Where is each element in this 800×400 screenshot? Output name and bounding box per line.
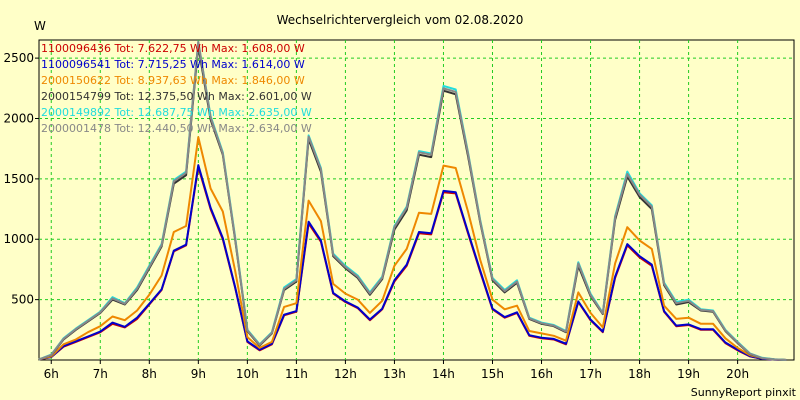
y-tick-label: 1500 — [3, 172, 34, 186]
x-tick-label: 16h — [530, 367, 553, 381]
legend-entry-2000001478: 2000001478 Tot: 12.440,50 Wh Max: 2.634,… — [41, 122, 312, 135]
y-tick-label: 500 — [11, 293, 34, 307]
legend: 1100096436 Tot: 7.622,75 Wh Max: 1.608,0… — [41, 42, 312, 135]
legend-entry-2000149892: 2000149892 Tot: 12.687,75 Wh Max: 2.635,… — [41, 106, 312, 119]
x-tick-label: 20h — [726, 367, 749, 381]
y-tick-label: 2500 — [3, 51, 34, 65]
legend-entry-1100096436: 1100096436 Tot: 7.622,75 Wh Max: 1.608,0… — [41, 42, 305, 55]
x-tick-label: 10h — [236, 367, 259, 381]
legend-entry-1100096541: 1100096541 Tot: 7.715,25 Wh Max: 1.614,0… — [41, 58, 305, 71]
chart-title: Wechselrichtervergleich vom 02.08.2020 — [277, 13, 524, 27]
x-tick-label: 9h — [191, 367, 206, 381]
axes: 500 1000 1500 2000 2500 6h 7h 8h 9h 10h 11h 12h 13h 1… — [3, 51, 749, 381]
series-line-2000001478 — [38, 40, 787, 361]
x-tick-label: 15h — [481, 367, 504, 381]
x-tick-label: 11h — [285, 367, 308, 381]
plot-area — [38, 39, 795, 361]
series-lines — [38, 40, 787, 361]
x-tick-label: 13h — [383, 367, 406, 381]
x-tick-label: 17h — [579, 367, 602, 381]
x-tick-label: 7h — [93, 367, 108, 381]
x-tick-label: 19h — [677, 367, 700, 381]
y-axis-label: W — [34, 19, 46, 33]
legend-entry-2000154799: 2000154799 Tot: 12.375,50 Wh Max: 2.601,… — [41, 90, 312, 103]
x-tick-label: 6h — [44, 367, 59, 381]
y-tick-label: 1000 — [3, 232, 34, 246]
x-tick-label: 12h — [334, 367, 357, 381]
y-tick-label: 2000 — [3, 111, 34, 125]
x-tick-label: 14h — [432, 367, 455, 381]
x-tick-label: 8h — [142, 367, 157, 381]
x-tick-label: 18h — [628, 367, 651, 381]
legend-entry-2000150622: 2000150622 Tot: 8.937,63 Wh Max: 1.846,0… — [41, 74, 305, 87]
series-line-1100096541 — [38, 164, 787, 361]
series-line-2000150622 — [38, 136, 787, 361]
footer-credit: SunnyReport pinxit — [691, 386, 797, 399]
